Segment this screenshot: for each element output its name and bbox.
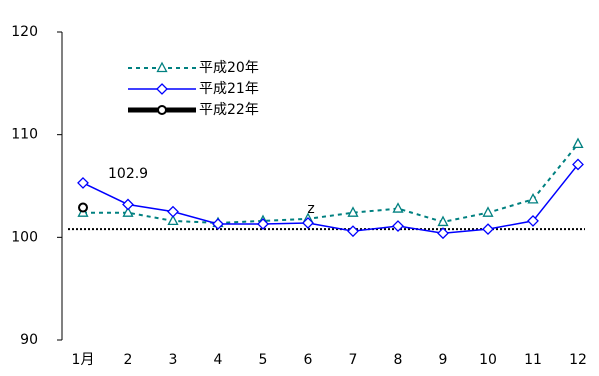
point xyxy=(122,206,134,217)
point xyxy=(347,206,359,217)
annotation: z xyxy=(307,201,314,217)
series-line xyxy=(82,163,579,234)
x-tick-label: 4 xyxy=(214,352,223,368)
x-tick-label: 1月 xyxy=(72,352,95,368)
x-tick-label: 5 xyxy=(259,352,268,368)
x-tick-label: 12 xyxy=(569,352,587,368)
y-tick-label: 110 xyxy=(11,127,38,143)
series-line xyxy=(83,143,579,224)
legend-label: 平成22年 xyxy=(199,102,259,118)
point xyxy=(156,61,168,73)
x-tick-label: 8 xyxy=(394,352,403,368)
x-tick-label: 7 xyxy=(349,352,358,368)
x-tick-label: 11 xyxy=(524,352,542,368)
x-tick-label: 3 xyxy=(169,352,178,368)
y-tick-label: 120 xyxy=(11,24,38,40)
point xyxy=(156,83,168,95)
point xyxy=(437,227,449,240)
point xyxy=(212,218,224,230)
value-label: 102.9 xyxy=(108,166,148,182)
point xyxy=(482,223,494,236)
point xyxy=(167,214,179,226)
point xyxy=(302,217,314,229)
point xyxy=(392,220,404,232)
point xyxy=(167,205,179,218)
point xyxy=(122,198,134,211)
point xyxy=(347,225,359,238)
point xyxy=(77,177,89,189)
point xyxy=(157,105,167,115)
x-tick-label: 6 xyxy=(304,352,313,368)
point xyxy=(527,192,539,204)
point xyxy=(78,202,88,213)
y-tick-label: 100 xyxy=(11,229,38,245)
x-tick-label: 10 xyxy=(479,352,497,368)
point xyxy=(572,158,584,171)
x-tick-label: 2 xyxy=(124,352,133,368)
point xyxy=(482,206,494,217)
point xyxy=(257,218,269,230)
point xyxy=(437,215,449,227)
point xyxy=(392,202,404,213)
legend-label: 平成20年 xyxy=(199,60,259,76)
point xyxy=(572,137,584,149)
legend-label: 平成21年 xyxy=(199,81,259,97)
point xyxy=(527,214,539,227)
x-tick-label: 9 xyxy=(439,352,448,368)
y-tick-label: 90 xyxy=(20,332,38,348)
